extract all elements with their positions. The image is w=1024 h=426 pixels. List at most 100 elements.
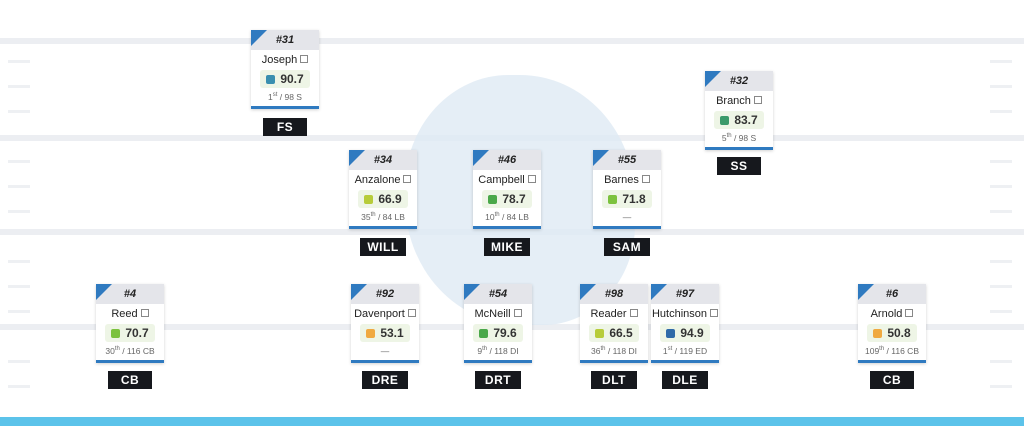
- copy-icon[interactable]: [629, 309, 638, 317]
- card-header: #31: [251, 30, 319, 50]
- position-label: FS: [263, 118, 307, 136]
- rank-total: / 98 S: [277, 92, 302, 102]
- copy-icon[interactable]: [527, 175, 536, 183]
- player-card[interactable]: #46 Campbell 78.7 10th / 84 LB: [473, 150, 541, 229]
- rank: 36: [591, 346, 601, 356]
- grade-badge: 50.8: [867, 324, 917, 342]
- position-rank: 1st / 119 ED: [651, 346, 719, 356]
- grade-badge: 53.1: [360, 324, 410, 342]
- position-label: CB: [108, 371, 152, 389]
- rank-suffix: st: [272, 92, 278, 99]
- player-card[interactable]: #6 Arnold 50.8 109th / 116 CB: [858, 284, 926, 363]
- position-rank: 35th / 84 LB: [349, 212, 417, 222]
- card-header: #92: [351, 284, 419, 304]
- team-corner-icon: [580, 284, 596, 300]
- copy-icon[interactable]: [140, 309, 149, 317]
- copy-icon[interactable]: [513, 309, 522, 317]
- hash-mark: [990, 210, 1012, 213]
- position-rank: 5th / 98 S: [705, 133, 773, 143]
- rank: 35: [361, 212, 371, 222]
- copy-icon[interactable]: [403, 175, 412, 183]
- grade-badge: 66.9: [358, 190, 408, 208]
- hash-mark: [990, 360, 1012, 363]
- player-card[interactable]: #31 Joseph 90.7 1st / 98 S: [251, 30, 319, 109]
- player-name[interactable]: McNeill: [464, 308, 532, 320]
- grade-value: 71.8: [622, 192, 646, 206]
- hash-mark: [8, 85, 30, 88]
- team-corner-icon: [473, 150, 489, 166]
- team-corner-icon: [349, 150, 365, 166]
- hash-mark: [990, 310, 1012, 313]
- card-header: #98: [580, 284, 648, 304]
- copy-icon[interactable]: [641, 175, 650, 183]
- rank-total: / 118 DI: [605, 346, 637, 356]
- grade-color-icon: [266, 75, 276, 84]
- player-name-text: Arnold: [870, 308, 903, 320]
- player-card[interactable]: #97 Hutchinson 94.9 1st / 119 ED: [651, 284, 719, 363]
- player-name[interactable]: Campbell: [473, 174, 541, 186]
- player-name[interactable]: Davenport: [351, 308, 419, 320]
- player-card[interactable]: #55 Barnes 71.8 —: [593, 150, 661, 229]
- jersey-number: #34: [373, 154, 393, 166]
- position-label: DRT: [475, 371, 521, 389]
- card-header: #32: [705, 71, 773, 91]
- player-card[interactable]: #34 Anzalone 66.9 35th / 84 LB: [349, 150, 417, 229]
- rank-total: / 116 CB: [119, 346, 155, 356]
- grade-badge: 83.7: [714, 111, 764, 129]
- player-name[interactable]: Anzalone: [349, 174, 417, 186]
- grade-value: 66.5: [609, 326, 633, 340]
- grade-color-icon: [488, 195, 498, 204]
- position-label: DRE: [362, 371, 408, 389]
- grade-color-icon: [666, 329, 676, 338]
- rank-total: / 84 LB: [499, 212, 529, 222]
- card-header: #97: [651, 284, 719, 304]
- player-name[interactable]: Arnold: [858, 308, 926, 320]
- player-name-text: Davenport: [354, 308, 405, 320]
- jersey-number: #4: [123, 288, 137, 300]
- hash-mark: [8, 360, 30, 363]
- player-name[interactable]: Joseph: [251, 54, 319, 66]
- position-rank: 10th / 84 LB: [473, 212, 541, 222]
- grade-badge: 70.7: [105, 324, 155, 342]
- player-name[interactable]: Reed: [96, 308, 164, 320]
- rank: 5: [721, 133, 727, 143]
- rank-total: / 118 DI: [487, 346, 519, 356]
- rank-total: / 116 CB: [884, 346, 919, 356]
- grade-value: 66.9: [378, 192, 402, 206]
- player-card[interactable]: #54 McNeill 79.6 9th / 118 DI: [464, 284, 532, 363]
- position-rank: 30th / 116 CB: [96, 346, 164, 356]
- hash-mark: [990, 60, 1012, 63]
- player-name[interactable]: Reader: [580, 308, 648, 320]
- hash-mark: [990, 85, 1012, 88]
- player-name-text: Barnes: [604, 174, 639, 186]
- player-name[interactable]: Barnes: [593, 174, 661, 186]
- player-card[interactable]: #92 Davenport 53.1 —: [351, 284, 419, 363]
- card-header: #6: [858, 284, 926, 304]
- jersey-number: #6: [885, 288, 899, 300]
- copy-icon[interactable]: [710, 309, 719, 317]
- player-name[interactable]: Hutchinson: [651, 308, 719, 320]
- rank: 30: [105, 346, 115, 356]
- grade-badge: 90.7: [260, 70, 310, 88]
- grade-value: 94.9: [680, 326, 704, 340]
- copy-icon[interactable]: [407, 309, 416, 317]
- hash-mark: [8, 310, 30, 313]
- team-corner-icon: [705, 71, 721, 87]
- position-label: SS: [717, 157, 761, 175]
- grade-color-icon: [364, 195, 374, 204]
- copy-icon[interactable]: [300, 55, 309, 63]
- player-card[interactable]: #98 Reader 66.5 36th / 118 DI: [580, 284, 648, 363]
- player-card[interactable]: #32 Branch 83.7 5th / 98 S: [705, 71, 773, 150]
- player-name-text: Reed: [111, 308, 138, 320]
- player-name-text: Joseph: [261, 54, 298, 66]
- copy-icon[interactable]: [753, 96, 762, 104]
- hash-mark: [8, 185, 30, 188]
- player-card[interactable]: #4 Reed 70.7 30th / 116 CB: [96, 284, 164, 363]
- copy-icon[interactable]: [905, 309, 914, 317]
- grade-value: 53.1: [380, 326, 404, 340]
- rank: —: [622, 212, 632, 222]
- team-corner-icon: [251, 30, 267, 46]
- grade-value: 50.8: [887, 326, 911, 340]
- grade-color-icon: [366, 329, 376, 338]
- player-name[interactable]: Branch: [705, 95, 773, 107]
